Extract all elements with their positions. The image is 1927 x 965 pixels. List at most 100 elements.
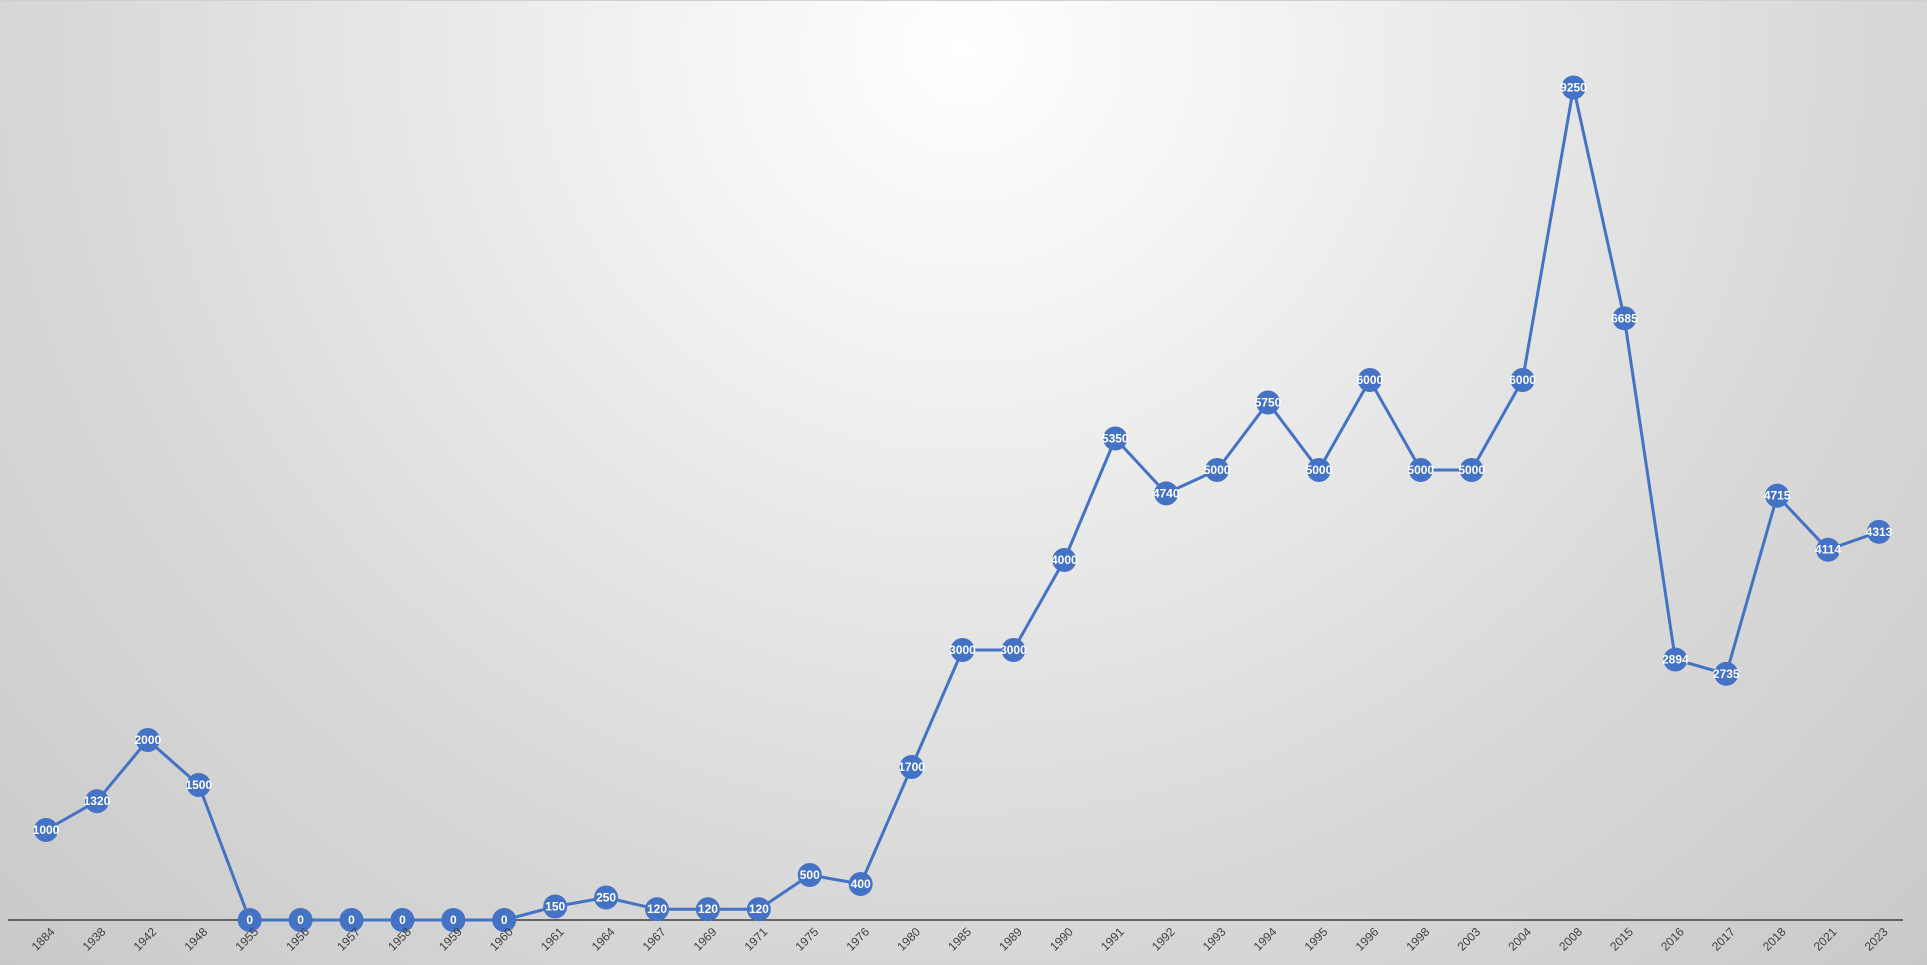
data-label: 120 bbox=[749, 902, 769, 916]
data-point-marker bbox=[695, 897, 720, 922]
x-tick-label: 1996 bbox=[1353, 925, 1382, 954]
x-tick-label: 1976 bbox=[843, 925, 872, 954]
data-label: 120 bbox=[698, 902, 718, 916]
x-tick-label: 2017 bbox=[1709, 925, 1738, 954]
data-label: 3000 bbox=[1000, 643, 1027, 657]
data-point-marker bbox=[899, 755, 924, 779]
data-point-marker bbox=[1205, 458, 1230, 482]
data-point-marker bbox=[848, 872, 873, 896]
x-tick-label: 1942 bbox=[131, 925, 160, 954]
data-point-marker bbox=[34, 818, 58, 842]
x-tick-label: 1985 bbox=[945, 925, 974, 954]
data-point-marker bbox=[594, 885, 619, 910]
x-tick-label: 1971 bbox=[742, 925, 771, 954]
x-tick-label: 1990 bbox=[1047, 925, 1076, 954]
data-label: 5750 bbox=[1255, 396, 1282, 410]
data-label: 5350 bbox=[1102, 432, 1129, 446]
data-point-marker bbox=[288, 908, 313, 932]
data-label: 2000 bbox=[134, 733, 161, 747]
series-layer: 1000 1320 2000 1500 0 0 0 0 0 0 150 250 120 120 120 500… bbox=[33, 75, 1893, 932]
x-tick-label: 1948 bbox=[182, 925, 211, 954]
data-point-marker bbox=[1306, 458, 1331, 482]
data-label: 4000 bbox=[1051, 553, 1078, 567]
x-tick-label: 2015 bbox=[1607, 925, 1636, 954]
x-tick-label: 1998 bbox=[1404, 925, 1433, 954]
data-point-marker bbox=[1612, 306, 1637, 331]
data-point-marker bbox=[1357, 368, 1382, 392]
x-tick-label: 1992 bbox=[1149, 925, 1178, 954]
data-point-marker bbox=[339, 908, 364, 932]
x-tick-label: 2016 bbox=[1658, 925, 1687, 954]
data-label: 120 bbox=[647, 902, 667, 916]
data-label: 9250 bbox=[1560, 81, 1587, 95]
x-tick-label: 2018 bbox=[1760, 925, 1789, 954]
data-point-marker bbox=[1561, 75, 1586, 100]
data-point-marker bbox=[1714, 661, 1739, 686]
x-tick-label: 1967 bbox=[640, 925, 669, 954]
data-label: 2735 bbox=[1713, 667, 1740, 681]
data-point-marker bbox=[797, 863, 822, 887]
data-point-marker bbox=[492, 908, 517, 932]
data-point-marker bbox=[186, 773, 211, 797]
x-tick-label: 2004 bbox=[1505, 925, 1534, 954]
data-point-marker bbox=[746, 897, 771, 922]
x-tick-label: 2008 bbox=[1556, 925, 1585, 954]
data-label: 3000 bbox=[949, 643, 976, 657]
data-label: 0 bbox=[399, 913, 406, 927]
data-label: 1700 bbox=[898, 760, 925, 774]
data-point-marker bbox=[1816, 537, 1841, 562]
data-label: 4740 bbox=[1153, 486, 1180, 500]
data-point-marker bbox=[135, 728, 160, 752]
x-tick-label: 1993 bbox=[1200, 925, 1229, 954]
data-point-marker bbox=[1103, 426, 1128, 451]
x-tick-label: 2021 bbox=[1811, 925, 1840, 954]
data-point-marker bbox=[1256, 390, 1280, 415]
x-tick-label: 2003 bbox=[1454, 925, 1483, 954]
data-point-marker bbox=[1510, 368, 1535, 392]
data-label: 0 bbox=[246, 913, 253, 927]
data-point-marker bbox=[1052, 548, 1077, 572]
x-tick-label: 1964 bbox=[589, 925, 618, 954]
data-point-marker bbox=[1154, 481, 1179, 506]
x-tick-label: 1989 bbox=[996, 925, 1025, 954]
data-label: 4114 bbox=[1815, 543, 1841, 557]
data-label: 5000 bbox=[1458, 463, 1485, 477]
data-label: 0 bbox=[297, 913, 304, 927]
data-label: 1320 bbox=[84, 794, 111, 808]
data-point-marker bbox=[237, 908, 262, 932]
data-point-marker bbox=[84, 789, 109, 814]
data-label: 250 bbox=[596, 891, 616, 905]
series-line bbox=[45, 86, 1880, 922]
data-label: 4715 bbox=[1764, 489, 1791, 503]
data-point-marker bbox=[390, 908, 415, 932]
data-label: 5000 bbox=[1407, 463, 1434, 477]
data-label: 6000 bbox=[1509, 373, 1536, 387]
data-point-marker bbox=[1001, 638, 1026, 662]
x-tick-label: 1884 bbox=[29, 925, 58, 954]
data-label: 500 bbox=[800, 868, 820, 882]
data-point-marker bbox=[1765, 483, 1790, 508]
x-tick-label: 1969 bbox=[691, 925, 720, 954]
x-tick-label: 2023 bbox=[1862, 925, 1891, 954]
data-label: 6000 bbox=[1356, 373, 1383, 387]
x-tick-label: 1961 bbox=[538, 925, 567, 954]
data-label: 4313 bbox=[1866, 525, 1893, 539]
data-label: 0 bbox=[450, 913, 457, 927]
data-point-marker bbox=[1459, 458, 1484, 482]
data-label: 1000 bbox=[33, 823, 60, 837]
data-point-marker bbox=[1663, 647, 1688, 672]
data-point-marker bbox=[543, 894, 568, 919]
data-label: 0 bbox=[348, 913, 355, 927]
data-label: 150 bbox=[545, 900, 565, 914]
data-point-marker bbox=[441, 908, 466, 932]
x-tick-label: 1938 bbox=[80, 925, 109, 954]
data-point-marker bbox=[950, 638, 975, 662]
x-tick-label: 1980 bbox=[894, 925, 923, 954]
data-label: 400 bbox=[851, 877, 871, 891]
data-label: 0 bbox=[501, 913, 508, 927]
data-point-marker bbox=[645, 897, 669, 922]
x-tick-label: 1995 bbox=[1302, 925, 1331, 954]
data-label: 2894 bbox=[1662, 653, 1689, 667]
